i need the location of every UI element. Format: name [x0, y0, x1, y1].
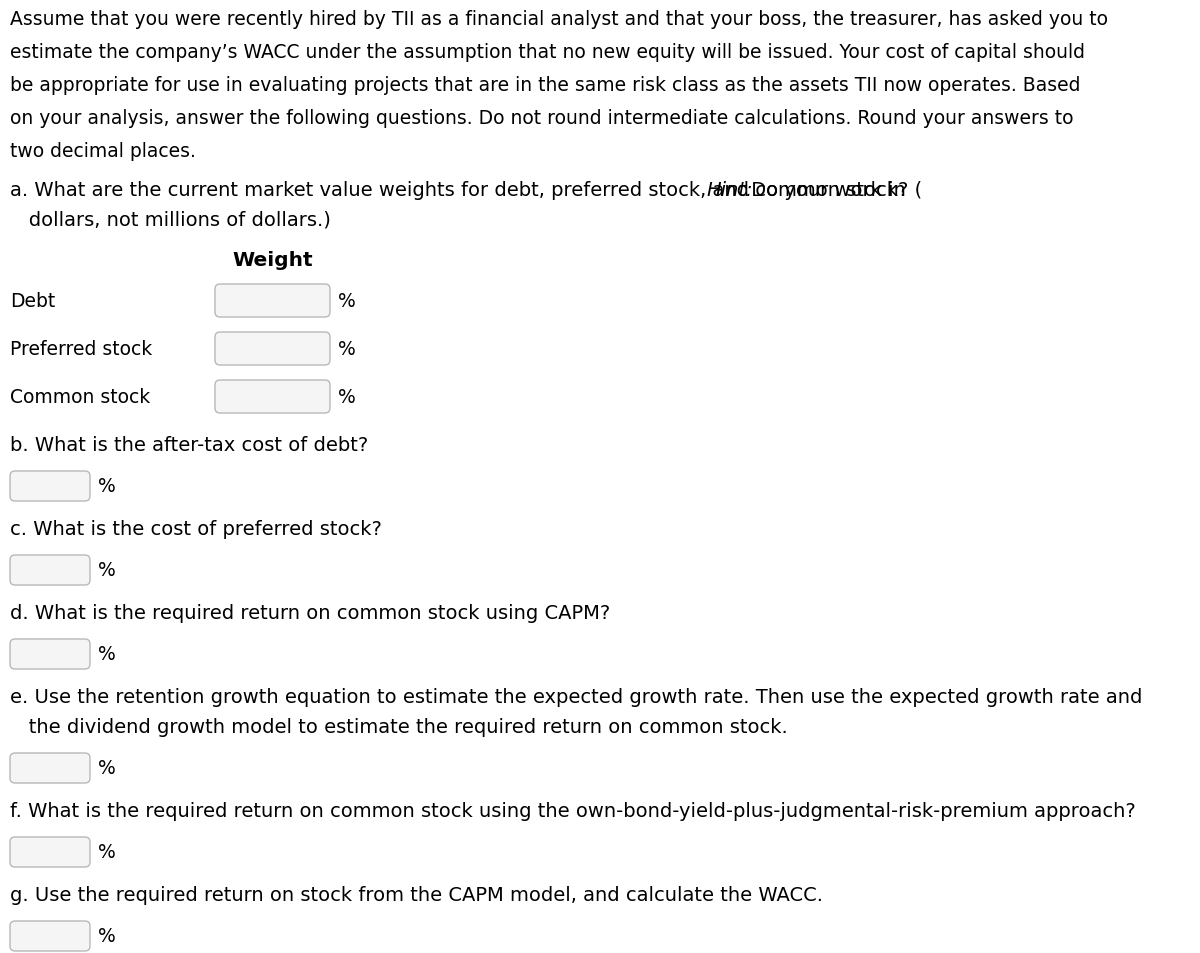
- FancyBboxPatch shape: [10, 639, 90, 669]
- Text: two decimal places.: two decimal places.: [10, 142, 196, 161]
- FancyBboxPatch shape: [10, 921, 90, 951]
- Text: dollars, not millions of dollars.): dollars, not millions of dollars.): [10, 211, 331, 230]
- Text: %: %: [338, 388, 355, 407]
- Text: a. What are the current market value weights for debt, preferred stock, and comm: a. What are the current market value wei…: [10, 181, 922, 200]
- Text: Assume that you were recently hired by TII as a financial analyst and that your : Assume that you were recently hired by T…: [10, 10, 1108, 29]
- FancyBboxPatch shape: [10, 472, 90, 501]
- FancyBboxPatch shape: [10, 837, 90, 867]
- Text: Debt: Debt: [10, 292, 55, 311]
- FancyBboxPatch shape: [10, 556, 90, 585]
- FancyBboxPatch shape: [215, 380, 330, 414]
- Text: on your analysis, answer the following questions. Do not round intermediate calc: on your analysis, answer the following q…: [10, 109, 1074, 128]
- Text: Weight: Weight: [232, 251, 313, 270]
- Text: Common stock: Common stock: [10, 388, 150, 407]
- Text: %: %: [338, 339, 355, 358]
- Text: %: %: [338, 292, 355, 311]
- Text: b. What is the after-tax cost of debt?: b. What is the after-tax cost of debt?: [10, 436, 368, 455]
- Text: %: %: [98, 645, 115, 664]
- Text: f. What is the required return on common stock using the own-bond-yield-plus-jud: f. What is the required return on common…: [10, 801, 1135, 821]
- Text: the dividend growth model to estimate the required return on common stock.: the dividend growth model to estimate th…: [10, 718, 787, 737]
- Text: %: %: [98, 842, 115, 862]
- Text: Preferred stock: Preferred stock: [10, 339, 152, 358]
- Text: estimate the company’s WACC under the assumption that no new equity will be issu: estimate the company’s WACC under the as…: [10, 43, 1085, 62]
- Text: c. What is the cost of preferred stock?: c. What is the cost of preferred stock?: [10, 519, 382, 538]
- FancyBboxPatch shape: [10, 753, 90, 783]
- FancyBboxPatch shape: [215, 333, 330, 366]
- Text: %: %: [98, 477, 115, 496]
- Text: %: %: [98, 561, 115, 579]
- Text: e. Use the retention growth equation to estimate the expected growth rate. Then : e. Use the retention growth equation to …: [10, 687, 1142, 706]
- Text: be appropriate for use in evaluating projects that are in the same risk class as: be appropriate for use in evaluating pro…: [10, 76, 1080, 95]
- Text: Hint:: Hint:: [706, 181, 752, 200]
- Text: %: %: [98, 926, 115, 945]
- Text: d. What is the required return on common stock using CAPM?: d. What is the required return on common…: [10, 603, 611, 622]
- Text: g. Use the required return on stock from the CAPM model, and calculate the WACC.: g. Use the required return on stock from…: [10, 885, 823, 904]
- FancyBboxPatch shape: [215, 285, 330, 317]
- Text: %: %: [98, 759, 115, 778]
- Text: Do your work in: Do your work in: [745, 181, 906, 200]
